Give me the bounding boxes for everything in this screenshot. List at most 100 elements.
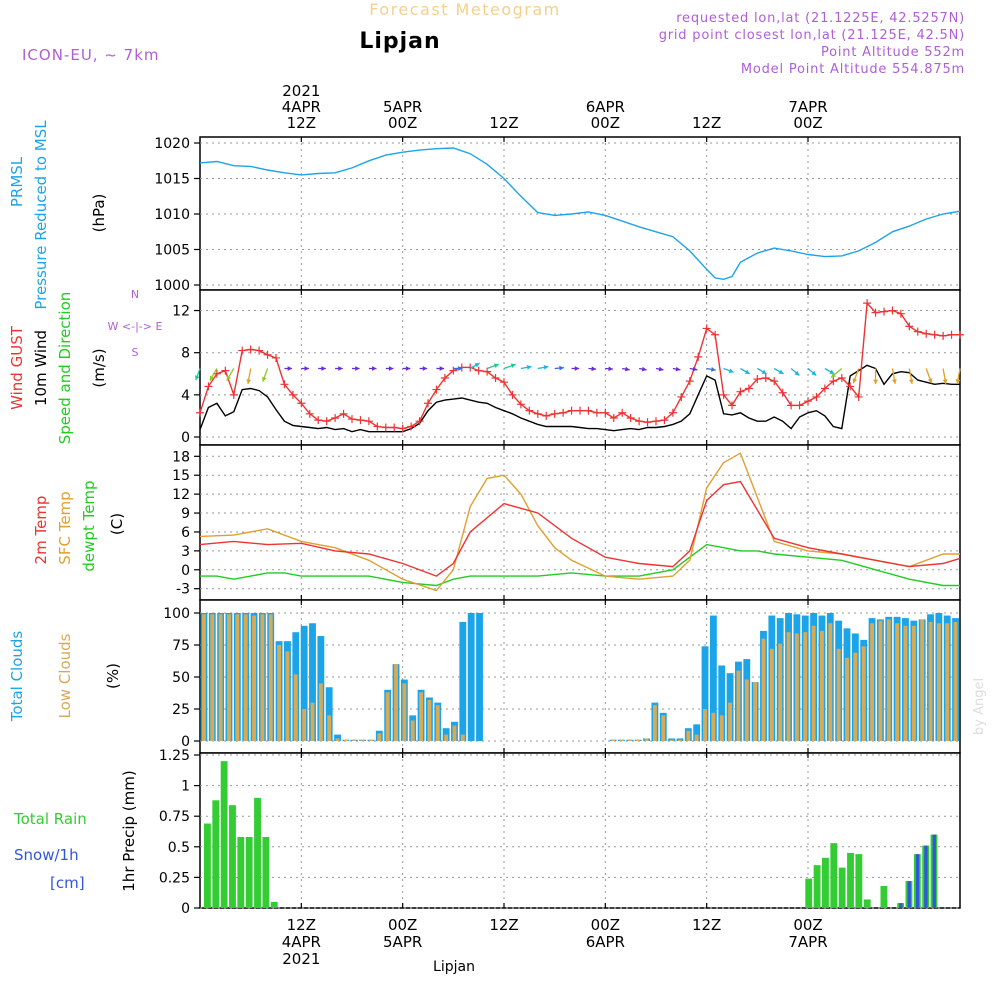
- bar-total-clouds: [718, 665, 726, 741]
- gust-point: [905, 322, 914, 331]
- bar-low-clouds: [360, 739, 365, 741]
- y-tick-label: 25: [172, 702, 190, 718]
- point-info: requested lon,lat (21.1225E, 42.5257N) gr…: [659, 11, 964, 77]
- gust-point: [238, 346, 247, 355]
- series-sfc-temp: [199, 452, 960, 592]
- bottom-time-label: 7APR: [788, 933, 827, 951]
- gust-point: [272, 353, 280, 362]
- bar-low-clouds: [794, 633, 799, 741]
- bar-low-clouds: [920, 619, 925, 741]
- gust-point: [694, 352, 703, 361]
- bar-low-clouds: [352, 739, 357, 741]
- wind-arrow-head: [405, 366, 411, 371]
- wind-arrow-head: [474, 363, 480, 368]
- gust-point: [930, 330, 939, 339]
- bar-low-clouds: [661, 715, 666, 741]
- bar-rain: [863, 899, 871, 908]
- wind-arrow-head: [439, 366, 445, 371]
- wind-arrow-head: [493, 363, 499, 369]
- label-snow-unit: [cm]: [50, 874, 85, 892]
- wind-arrow-head: [811, 370, 817, 376]
- gust-point: [854, 392, 863, 401]
- gust-point: [508, 390, 517, 399]
- y-tick-label: 0.5: [168, 840, 190, 856]
- wind-arrow-head: [641, 366, 647, 372]
- bar-low-clouds: [210, 614, 215, 741]
- wind-arrow-head: [761, 369, 767, 374]
- series-dewpt: [200, 543, 960, 587]
- gust-point: [229, 390, 238, 399]
- gust-point: [390, 423, 399, 432]
- bar-low-clouds: [218, 614, 223, 741]
- y-tick-label: 18: [172, 449, 190, 465]
- bar-low-clouds: [410, 720, 415, 741]
- bar-low-clouds: [285, 651, 290, 741]
- gust-point: [922, 329, 931, 338]
- wind-arrow-head: [246, 379, 252, 384]
- panel-precipitation: 0 0.25 0.5 0.75 1 1.25: [159, 748, 961, 917]
- wind-arrow-head: [287, 366, 293, 371]
- bar-low-clouds: [636, 739, 641, 741]
- y-tick-label: 0.75: [159, 809, 190, 825]
- top-time-label: 00Z: [388, 114, 417, 132]
- wind-arrow-head: [942, 379, 948, 384]
- bar-total-clouds: [693, 724, 701, 741]
- y-tick-label: 6: [181, 525, 190, 541]
- bar-total-clouds: [334, 734, 341, 741]
- gust-point: [373, 422, 382, 431]
- y-tick-label: 1015: [154, 172, 190, 188]
- y-tick-label: 0: [181, 734, 190, 750]
- label-prmsl: PRMSL: [8, 156, 26, 207]
- bar-total-clouds: [300, 625, 308, 741]
- panel-labels: PRMSL Pressure Reduced to MSL (hPa) Wind GU…: [8, 120, 162, 892]
- wind-arrow-head: [543, 365, 549, 370]
- label-hpa: (hPa): [90, 194, 108, 233]
- y-tick-label: 1000: [154, 278, 190, 294]
- bar-low-clouds: [644, 738, 649, 741]
- gust-point: [939, 331, 948, 340]
- y-tick-label: 1005: [154, 243, 190, 259]
- bar-low-clouds: [861, 646, 866, 741]
- gust-point: [618, 408, 627, 417]
- location-title: Lipjan: [359, 29, 440, 54]
- bar-low-clouds: [435, 705, 440, 741]
- wind-arrow-head: [608, 366, 613, 372]
- bar-low-clouds: [343, 739, 348, 741]
- label-ms: (m/s): [90, 348, 108, 387]
- wind-arrow-head: [710, 366, 716, 372]
- gust-point: [550, 409, 559, 418]
- gust-point: [542, 411, 551, 420]
- bottom-time-label: 5APR: [383, 933, 422, 951]
- gust-point: [871, 308, 880, 317]
- gust-point: [500, 378, 508, 387]
- label-2m-temp: 2m Temp: [32, 496, 50, 565]
- gust-point: [525, 406, 534, 415]
- bar-low-clouds: [886, 619, 891, 741]
- gust-point: [584, 406, 593, 415]
- bottom-time-label: 12Z: [287, 916, 316, 934]
- top-time-label: 6APR: [586, 98, 625, 116]
- bar-rain: [830, 843, 838, 908]
- bar-low-clouds: [928, 621, 933, 741]
- wind-arrow-head: [209, 375, 215, 381]
- bar-rain: [220, 761, 228, 908]
- gust-point: [407, 422, 416, 431]
- series-prmsl: [199, 147, 961, 281]
- gust-point: [947, 330, 956, 339]
- gust-point: [432, 385, 441, 394]
- gust-point: [567, 406, 576, 415]
- bar-rain: [270, 901, 278, 908]
- y-tick-label: -3: [176, 582, 190, 598]
- bar-rain: [813, 865, 821, 908]
- gust-point: [837, 373, 846, 382]
- bar-snow: [899, 903, 903, 908]
- bar-low-clouds: [728, 702, 733, 741]
- bar-low-clouds: [753, 682, 758, 741]
- series-2m-temp: [199, 480, 961, 577]
- gust-point: [761, 373, 770, 382]
- gust-point: [204, 382, 213, 391]
- top-time-label: 12Z: [287, 114, 316, 132]
- bar-rain: [254, 797, 261, 908]
- compass-n: N: [131, 288, 139, 301]
